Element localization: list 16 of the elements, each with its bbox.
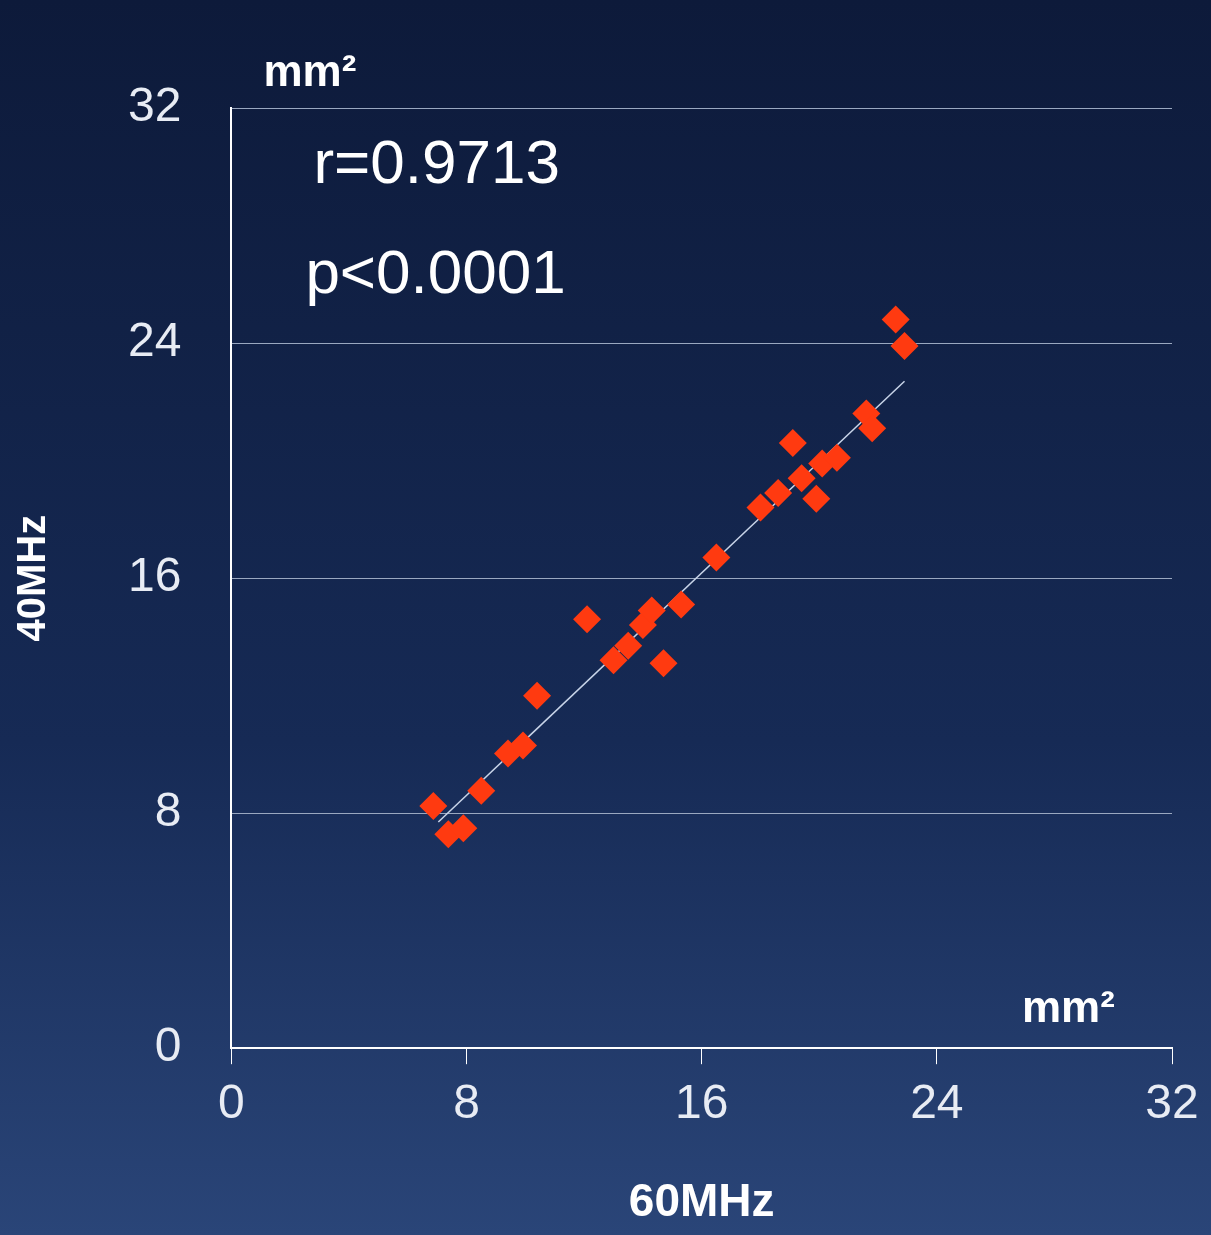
x-tick-label: 24 bbox=[910, 1075, 964, 1129]
x-axis-title: 60MHz bbox=[628, 1174, 775, 1227]
y-tick-label: 24 bbox=[128, 313, 182, 367]
text: mm² bbox=[263, 46, 357, 95]
annotation: mm² bbox=[1022, 982, 1115, 1032]
y-tick-label: 8 bbox=[154, 783, 182, 837]
y-axis-title: 40MHz bbox=[9, 514, 54, 642]
y-tick-label: 32 bbox=[128, 78, 182, 132]
y-tick-label: 16 bbox=[128, 548, 182, 602]
annotation: r=0.9713 bbox=[313, 127, 560, 196]
x-tick-label: 32 bbox=[1145, 1075, 1199, 1129]
x-tick-label: 16 bbox=[675, 1075, 729, 1129]
y-tick-label: 0 bbox=[154, 1018, 182, 1072]
annotation: p<0.0001 bbox=[305, 237, 566, 306]
x-tick-label: 0 bbox=[218, 1075, 245, 1129]
x-tick-label: 8 bbox=[453, 1075, 480, 1129]
